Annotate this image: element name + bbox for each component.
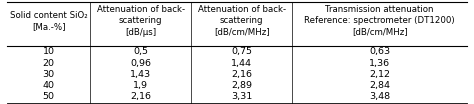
Text: 20: 20 xyxy=(43,59,55,68)
Text: 2,89: 2,89 xyxy=(231,81,252,90)
Text: 2,12: 2,12 xyxy=(369,70,390,79)
Text: 40: 40 xyxy=(43,81,55,90)
Text: 0,96: 0,96 xyxy=(130,59,151,68)
Text: Solid content SiO₂
[Ma.-%]: Solid content SiO₂ [Ma.-%] xyxy=(10,11,88,31)
Text: Attenuation of back-
scattering
[dB/cm/MHz]: Attenuation of back- scattering [dB/cm/M… xyxy=(198,5,286,37)
Text: 1,36: 1,36 xyxy=(369,59,390,68)
Text: 3,48: 3,48 xyxy=(369,92,390,101)
Text: 10: 10 xyxy=(43,47,55,56)
Text: 0,63: 0,63 xyxy=(369,47,390,56)
Text: 0,5: 0,5 xyxy=(133,47,148,56)
Text: 1,9: 1,9 xyxy=(133,81,148,90)
Text: 2,16: 2,16 xyxy=(130,92,151,101)
Text: Transmission attenuation
Reference: spectrometer (DT1200)
[dB/cm/MHz]: Transmission attenuation Reference: spec… xyxy=(304,5,455,37)
Text: Attenuation of back-
scattering
[dB/μs]: Attenuation of back- scattering [dB/μs] xyxy=(97,5,185,37)
Text: 1,44: 1,44 xyxy=(231,59,252,68)
Text: 30: 30 xyxy=(43,70,55,79)
Text: 0,75: 0,75 xyxy=(231,47,252,56)
Text: 50: 50 xyxy=(43,92,55,101)
Text: 2,16: 2,16 xyxy=(231,70,252,79)
Text: 3,31: 3,31 xyxy=(231,92,252,101)
Text: 2,84: 2,84 xyxy=(369,81,390,90)
Text: 1,43: 1,43 xyxy=(130,70,151,79)
